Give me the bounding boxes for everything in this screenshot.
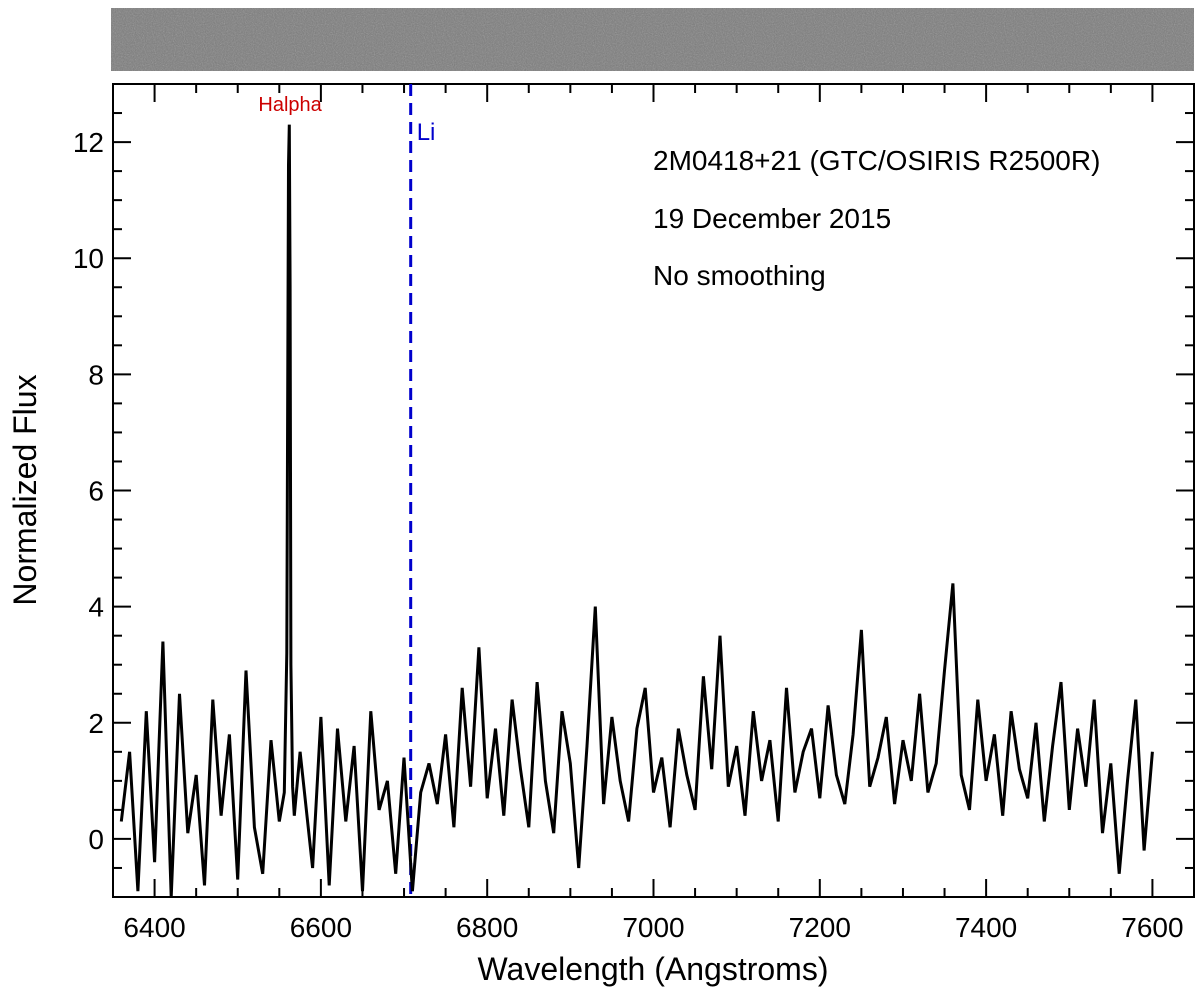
y-axis-title: Normalized Flux — [7, 374, 43, 605]
y-tick-label: 6 — [88, 476, 104, 507]
x-tick-label: 7600 — [1121, 912, 1183, 943]
x-tick-label: 7400 — [955, 912, 1017, 943]
y-tick-label: 8 — [88, 359, 104, 390]
y-tick-label: 4 — [88, 592, 104, 623]
halpha-label: Halpha — [258, 94, 322, 116]
annotation-object: 2M0418+21 (GTC/OSIRIS R2500R) — [653, 145, 1100, 176]
x-tick-label: 7000 — [622, 912, 684, 943]
x-tick-label: 6400 — [123, 912, 185, 943]
y-tick-label: 10 — [73, 243, 104, 274]
li-label: Li — [417, 119, 436, 146]
spectrum-series-line — [119, 124, 1154, 897]
x-tick-label: 6800 — [456, 912, 518, 943]
annotation-date: 19 December 2015 — [653, 203, 891, 234]
annotation-smoothing: No smoothing — [653, 260, 826, 291]
x-tick-labels: 6400 6600 6800 7000 7200 7400 7600 — [123, 912, 1183, 943]
y-tick-label: 0 — [88, 824, 104, 855]
y-tick-label: 12 — [73, 127, 104, 158]
x-axis-title: Wavelength (Angstroms) — [478, 951, 829, 987]
y-tick-label: 2 — [88, 708, 104, 739]
x-tick-label: 6600 — [290, 912, 352, 943]
x-tick-label: 7200 — [789, 912, 851, 943]
spectrum-image-strip — [111, 8, 1194, 71]
axis-ticks — [112, 83, 1195, 898]
y-tick-labels: 0 2 4 6 8 10 12 — [73, 127, 104, 855]
